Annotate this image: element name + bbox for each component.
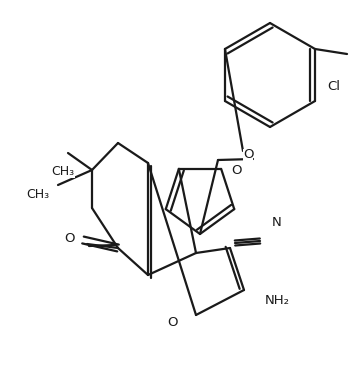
Text: CH₃: CH₃ [26, 188, 50, 201]
Text: O: O [243, 149, 253, 161]
Text: O: O [231, 164, 242, 178]
Text: O: O [167, 315, 178, 329]
Text: CH₃: CH₃ [51, 165, 75, 178]
Text: Cl: Cl [327, 80, 340, 93]
Text: NH₂: NH₂ [265, 294, 290, 306]
Text: O: O [64, 232, 75, 244]
Text: N: N [272, 216, 282, 229]
